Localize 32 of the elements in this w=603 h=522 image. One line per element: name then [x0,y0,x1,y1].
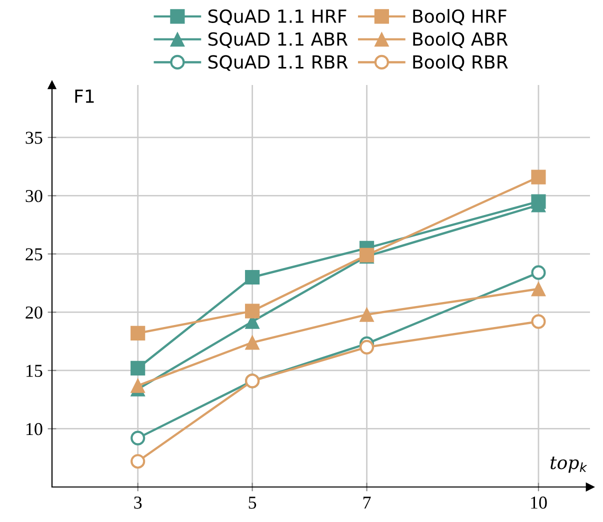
y-tick-label: 15 [26,364,42,377]
point [531,265,546,280]
point [130,326,146,340]
x-tick-label: 10 [531,496,547,509]
legend-label: SQuAD 1.1 RBR [208,55,348,71]
y-axis-title: F1 [75,90,94,103]
legend-label: SQuAD 1.1 ABR [208,32,348,48]
point [245,270,260,285]
y-tick-label: 30 [26,190,42,202]
legend-label: SQuAD 1.1 HRF [208,9,346,26]
point [130,454,146,469]
legend-label: BoolQ ABR [413,32,508,48]
point [531,314,546,329]
x-axis-title: top$_{k}$ [550,456,588,473]
point [359,307,374,322]
point [130,378,146,393]
legend-label: BoolQ RBR [413,54,508,71]
point [245,304,260,318]
point [245,335,260,350]
x-tick-label: 7 [363,496,371,509]
x-tick-label: 3 [134,496,142,509]
y-tick-label: 35 [26,132,42,144]
point [359,340,374,354]
point [531,282,546,296]
y-tick-label: 25 [26,248,42,260]
x-tick-label: 5 [248,496,256,509]
point [130,430,146,446]
point [531,170,546,184]
point [130,360,146,376]
y-tick-label: 10 [26,422,42,436]
legend-label: BoolQ HRF [413,9,506,26]
y-tick-label: 20 [26,306,42,319]
